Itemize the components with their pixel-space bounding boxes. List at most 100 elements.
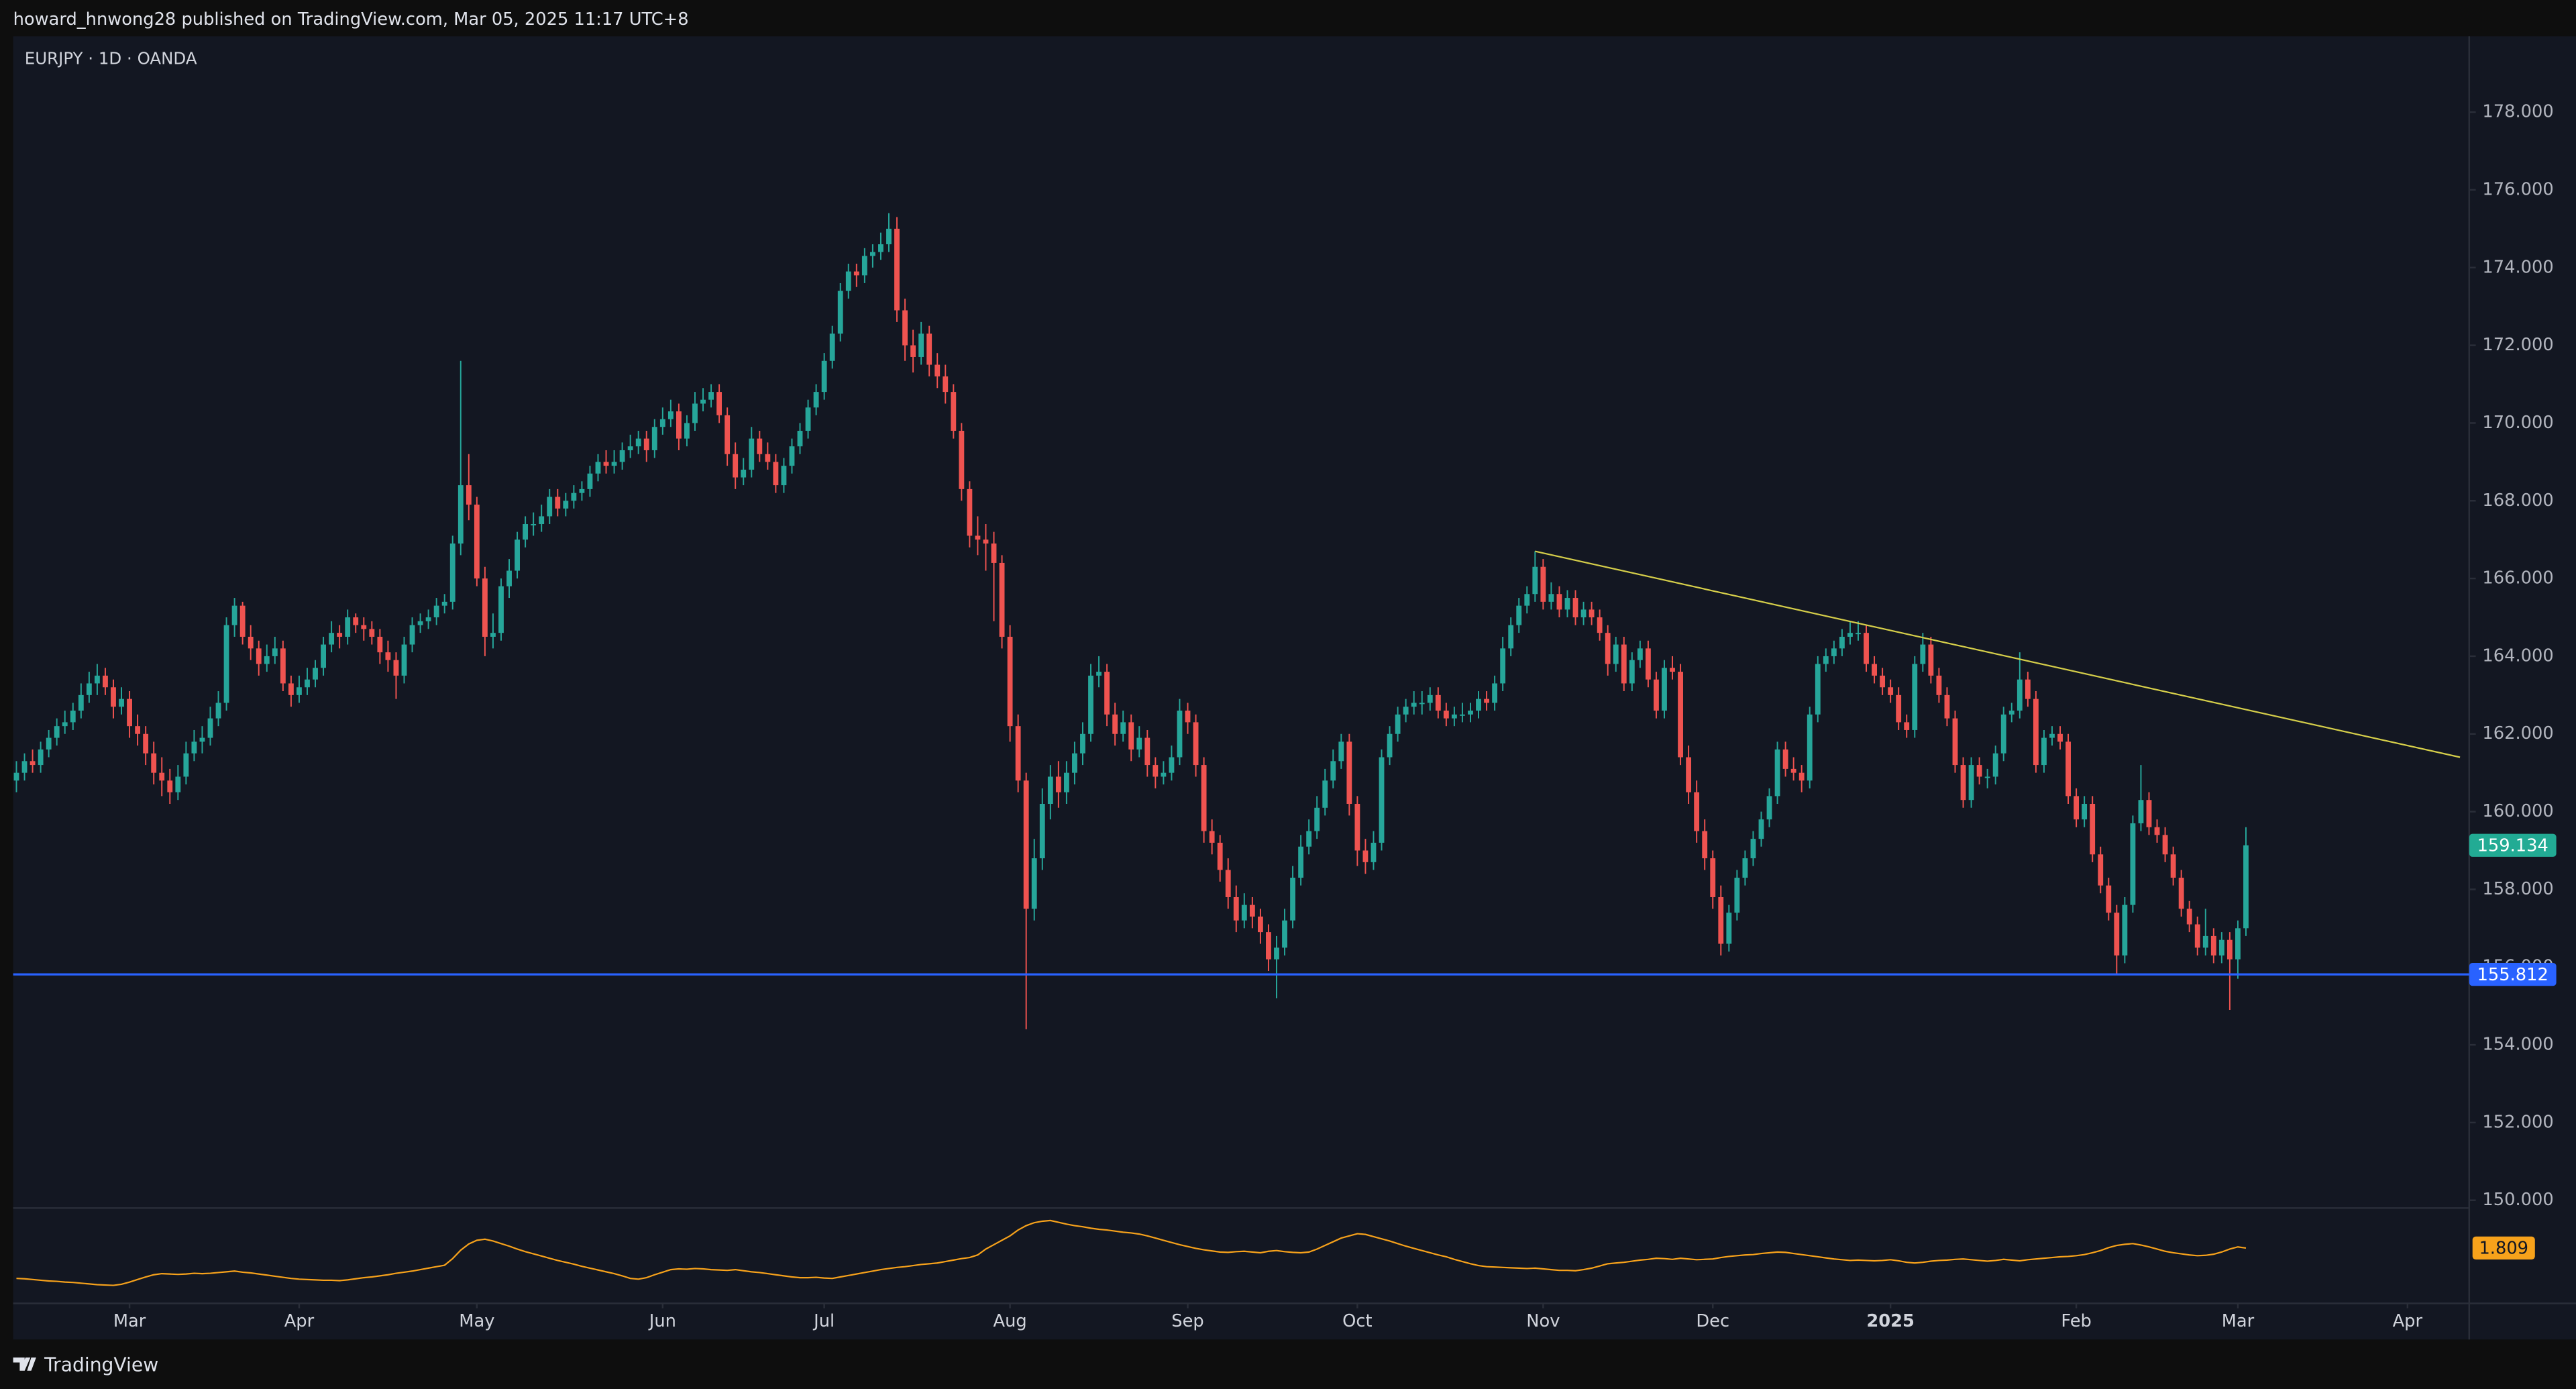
candle [765,442,771,470]
candle-body [539,516,545,525]
candle-body [70,711,76,723]
candle [821,353,827,400]
candle [86,672,92,703]
candle-body [78,694,84,711]
candle [861,248,867,283]
candle [813,384,819,415]
candle [506,559,512,599]
x-tick-label: May [459,1311,494,1331]
candle-body [805,407,811,431]
candle-body [1782,749,1788,769]
candle [1952,711,1958,773]
candle-body [1726,913,1732,944]
candle [571,485,577,509]
candle [1460,703,1465,723]
candle-body [94,675,100,684]
candle-body [62,722,68,727]
candle [1790,757,1796,781]
candle [619,442,625,470]
tradingview-logo [13,1357,36,1371]
candle [449,535,455,610]
candle [127,691,132,738]
candle [1564,590,1570,618]
candle-body [781,466,787,486]
candle-body [1443,711,1449,719]
candle-body [264,656,270,664]
candle-body [1662,668,1667,711]
candle-body [1354,803,1360,851]
candle [2178,870,2184,917]
candle [345,609,351,645]
candle [1015,714,1021,792]
last-price-badge [2469,833,2557,857]
candle-body [223,625,229,703]
candle [1734,870,1740,921]
candle-body [1880,675,1886,688]
candle [1984,768,1990,788]
candle-body [999,562,1005,637]
y-tick-label: 168.000 [2482,491,2553,511]
candle-body [1621,644,1627,684]
candle [329,621,335,653]
candle-body [2130,823,2136,905]
candle-body [1839,636,1845,649]
candle [667,399,674,427]
candle [1080,722,1085,766]
candle [1710,850,1716,909]
x-tick-label: 2025 [1866,1311,1915,1331]
candle-body [1161,772,1167,777]
x-tick-label: Jul [812,1311,835,1331]
candle [2041,729,2047,773]
candle-body [579,488,585,493]
candle-body [369,629,375,637]
candle [305,668,310,695]
candle [1217,835,1223,882]
hline-price-label: 155.812 [2477,965,2548,985]
candle-body [385,652,391,660]
candle-body [1031,858,1037,909]
candle-body [1257,916,1263,933]
candle-body [886,228,892,245]
candle [1968,757,1974,808]
candle-body [603,462,609,466]
candle [1225,858,1231,909]
candle-body [1532,566,1538,595]
candle [587,466,593,497]
candle-body [2218,939,2224,956]
candle [1169,745,1175,781]
candle [789,438,795,474]
candle [1298,835,1304,886]
candle-body [329,633,335,645]
candle-body [1072,753,1077,773]
candle [741,458,747,486]
candle-body [845,271,851,291]
candle [369,621,375,645]
x-tick-label: Mar [2222,1311,2255,1331]
candle [1992,745,1998,785]
candle [757,431,763,462]
candle [749,427,755,478]
candle [1403,699,1409,723]
candle [894,217,900,322]
candle-body [1944,694,1950,719]
candle-body [1290,878,1295,921]
candle-body [1136,737,1142,750]
candle-body [337,633,343,637]
candle-body [256,648,262,664]
candle-body [482,578,488,637]
footer-brand[interactable]: TradingView [44,1353,158,1376]
candle-body [1968,765,1974,801]
candle-body [1298,846,1304,878]
candle [910,329,916,373]
x-tick-label: Nov [1526,1311,1560,1331]
candle [1257,909,1263,944]
candle-body [894,228,900,311]
candle [46,729,52,758]
candle-body [1815,664,1821,715]
candle [643,431,649,462]
candle-body [86,683,92,695]
candle-body [280,648,286,684]
candle [1249,896,1255,929]
candle [1944,687,1950,727]
